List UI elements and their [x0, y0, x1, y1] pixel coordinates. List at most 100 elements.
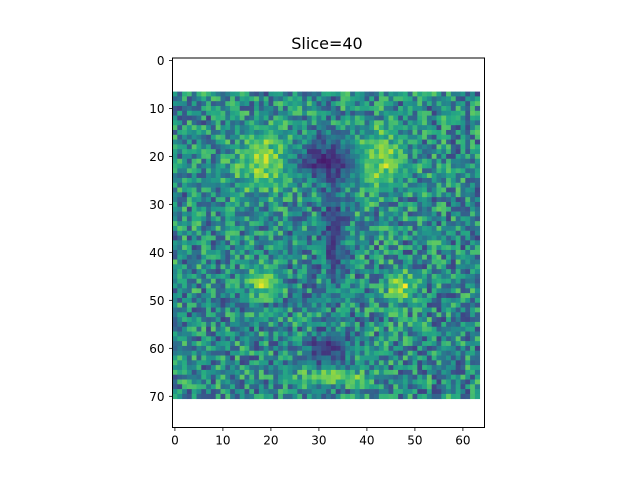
heatmap-cell — [402, 158, 409, 164]
heatmap-cell — [326, 230, 332, 236]
heatmap-cell — [330, 192, 337, 198]
heatmap-cell — [417, 240, 423, 246]
heatmap-cell — [244, 225, 250, 232]
heatmap-cell — [287, 365, 293, 371]
heatmap-cell — [249, 384, 255, 390]
heatmap-cell — [254, 129, 260, 136]
heatmap-cell — [426, 230, 433, 236]
heatmap-cell — [374, 129, 380, 136]
y-tick-label: 10 — [149, 102, 164, 116]
heatmap-cell — [345, 273, 351, 280]
heatmap-cell — [282, 321, 289, 328]
heatmap-cell — [234, 288, 241, 294]
heatmap-cell — [210, 134, 217, 140]
heatmap-cell — [254, 312, 260, 318]
heatmap-cell — [177, 230, 183, 236]
heatmap-cell — [244, 96, 250, 102]
heatmap-cell — [234, 206, 241, 212]
heatmap-cell — [407, 139, 413, 145]
heatmap-cell — [417, 336, 423, 342]
heatmap-cell — [210, 321, 217, 328]
heatmap-cell — [460, 96, 466, 102]
heatmap-cell — [450, 211, 457, 217]
heatmap-cell — [177, 302, 183, 308]
heatmap-cell — [465, 173, 471, 179]
heatmap-cell — [383, 225, 389, 232]
heatmap-cell — [206, 321, 212, 328]
heatmap-cell — [450, 345, 457, 352]
heatmap-cell — [273, 249, 279, 256]
heatmap-cell — [172, 245, 178, 251]
heatmap-cell — [182, 125, 188, 131]
heatmap-cell — [340, 177, 346, 184]
heatmap-cell — [436, 173, 442, 179]
heatmap-cell — [311, 249, 317, 256]
heatmap-cell — [474, 115, 481, 121]
heatmap-cell — [321, 369, 327, 376]
heatmap-cell — [426, 264, 433, 270]
heatmap-cell — [210, 341, 217, 347]
heatmap-cell — [302, 173, 308, 179]
heatmap-cell — [436, 374, 442, 380]
heatmap-cell — [393, 350, 399, 356]
heatmap-cell — [460, 110, 466, 116]
heatmap-cell — [441, 360, 447, 366]
heatmap-cell — [455, 230, 461, 236]
heatmap-cell — [441, 326, 447, 332]
heatmap-cell — [470, 101, 476, 107]
heatmap-cell — [182, 341, 188, 347]
heatmap-cell — [460, 389, 466, 395]
heatmap-cell — [412, 125, 418, 131]
heatmap-cell — [450, 393, 457, 400]
heatmap-cell — [340, 365, 346, 371]
heatmap-cell — [350, 139, 356, 145]
heatmap-cell — [182, 350, 188, 356]
heatmap-cell — [417, 302, 423, 308]
heatmap-cell — [383, 192, 389, 198]
heatmap-cell — [230, 240, 236, 246]
heatmap-cell — [450, 149, 457, 155]
heatmap-cell — [426, 240, 433, 246]
heatmap-cell — [335, 240, 341, 246]
heatmap-cell — [398, 211, 404, 217]
heatmap-cell — [407, 163, 413, 169]
heatmap-cell — [455, 326, 461, 332]
heatmap-cell — [316, 206, 322, 212]
heatmap-cell — [273, 283, 279, 289]
heatmap-cell — [364, 101, 370, 107]
heatmap-cell — [369, 129, 375, 136]
heatmap-cell — [407, 187, 413, 193]
heatmap-cell — [345, 331, 351, 337]
heatmap-cell — [460, 201, 466, 208]
heatmap-cell — [297, 221, 303, 227]
heatmap-cell — [364, 235, 370, 241]
heatmap-cell — [196, 225, 202, 232]
heatmap-cell — [359, 139, 365, 145]
heatmap-cell — [446, 307, 452, 313]
heatmap-cell — [268, 293, 274, 299]
heatmap-cell — [374, 278, 380, 284]
heatmap-cell — [402, 115, 409, 121]
heatmap-cell — [431, 158, 437, 164]
heatmap-cell — [254, 249, 260, 256]
heatmap-cell — [369, 259, 375, 265]
heatmap-cell — [177, 110, 183, 116]
heatmap-cell — [316, 153, 322, 160]
heatmap-cell — [426, 360, 433, 366]
heatmap-cell — [177, 120, 183, 126]
heatmap-cell — [258, 211, 265, 217]
heatmap-cell — [258, 336, 265, 342]
heatmap-cell — [354, 201, 361, 208]
heatmap-cell — [273, 153, 279, 160]
heatmap-cell — [268, 317, 274, 323]
heatmap-cell — [417, 283, 423, 289]
heatmap-cell — [417, 235, 423, 241]
heatmap-cell — [239, 163, 245, 169]
heatmap-cell — [422, 384, 428, 390]
heatmap-cell — [254, 187, 260, 193]
heatmap-cell — [374, 187, 380, 193]
heatmap-cell — [206, 96, 212, 102]
heatmap-cell — [369, 120, 375, 126]
heatmap-cell — [311, 216, 317, 222]
heatmap-cell — [234, 177, 241, 184]
